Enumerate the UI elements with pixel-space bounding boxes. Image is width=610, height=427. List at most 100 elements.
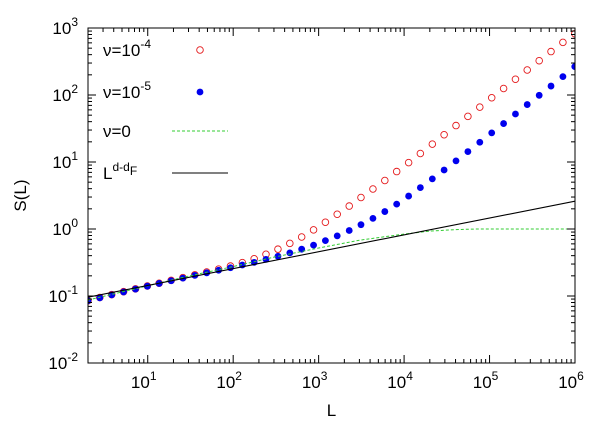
series-1-point [191, 272, 199, 279]
series-1-point [369, 214, 377, 222]
series-1-point [535, 91, 543, 99]
y-tick-label: 102 [52, 82, 78, 105]
y-tick-base: 10 [48, 354, 67, 373]
series-1-point [488, 129, 496, 137]
series-1-point [381, 208, 389, 215]
plot-series-group [88, 30, 575, 305]
series-0-point [499, 84, 508, 93]
x-axis-label: L [327, 401, 336, 420]
legend-label-exponent: -4 [140, 37, 151, 51]
legend-label-exponent: d-d [112, 160, 129, 174]
legend-label-3: Ld-dF [103, 160, 137, 183]
legend-label-exponent: -5 [140, 79, 151, 93]
y-tick-label: 10-1 [48, 283, 78, 306]
x-tick-label: 106 [558, 369, 584, 392]
series-0-point [309, 226, 318, 234]
y-axis-label: S(L) [11, 179, 30, 211]
y-tick-exponent: 0 [71, 216, 78, 230]
y-tick-exponent: -1 [67, 283, 78, 297]
x-tick-base: 10 [558, 373, 577, 392]
series-0-point [440, 131, 448, 139]
series-0-point [511, 75, 520, 83]
x-tick-label: 102 [216, 369, 242, 392]
series-1-point [96, 294, 104, 302]
series-0-point [559, 38, 567, 47]
series-0-point [523, 66, 531, 74]
x-tick-exponent: 2 [235, 369, 242, 383]
series-0-point [321, 218, 330, 227]
y-tick-base: 10 [52, 19, 71, 38]
series-1-point [559, 73, 567, 81]
legend: ν=10-4ν=10-5ν=0Ld-dF [103, 37, 228, 183]
y-tick-exponent: 1 [71, 149, 78, 163]
x-tick-exponent: 6 [577, 369, 584, 383]
series-3-line [88, 200, 575, 298]
series-1-point [500, 120, 507, 127]
series-0-point [452, 121, 460, 130]
x-tick-exponent: 5 [492, 369, 499, 383]
plot-area [88, 30, 575, 305]
series-0-point [404, 158, 413, 167]
x-tick-base: 10 [216, 373, 235, 392]
y-tick-label: 103 [52, 15, 78, 38]
legend-label-0: ν=10-4 [103, 37, 151, 60]
x-tick-exponent: 1 [150, 369, 157, 383]
x-tick-base: 10 [131, 373, 150, 392]
series-1-point [345, 227, 353, 234]
series-0-point [274, 245, 282, 253]
series-1-point [428, 175, 436, 183]
x-tick-exponent: 4 [406, 369, 413, 383]
series-1-point [523, 101, 531, 108]
legend-symbol-filled-circle [196, 88, 204, 96]
x-tick-exponent: 3 [321, 369, 328, 383]
series-1-point [476, 138, 484, 146]
x-tick-base: 10 [302, 373, 321, 392]
x-tick-label: 103 [302, 369, 328, 392]
legend-label-2: ν=0 [103, 122, 131, 141]
legend-symbol-open-circle [196, 46, 204, 54]
series-0-point [369, 185, 377, 193]
series-0-point [476, 103, 484, 111]
series-0-point [487, 93, 496, 102]
series-0-point [297, 233, 306, 241]
series-0-point [357, 193, 365, 202]
series-1-point [405, 192, 413, 200]
series-1-point [452, 157, 460, 165]
y-tick-base: 10 [48, 287, 67, 306]
y-tick-label: 100 [52, 216, 78, 239]
x-tick-label: 104 [387, 369, 413, 392]
series-1-point [512, 110, 519, 118]
series-1-point [571, 63, 575, 71]
series-0-point [286, 239, 294, 248]
series-1-point [322, 237, 329, 245]
x-tick-label: 105 [473, 369, 499, 392]
series-0-point [392, 167, 401, 176]
legend-label-text: ν=0 [103, 122, 131, 141]
y-tick-base: 10 [52, 220, 71, 239]
series-0-point [547, 47, 555, 56]
legend-label-subscript: F [130, 164, 137, 178]
x-tick-base: 10 [473, 373, 492, 392]
series-1-point [464, 148, 472, 155]
series-1-points [88, 63, 575, 305]
series-1-point [440, 166, 448, 174]
legend-label-1: ν=10-5 [103, 79, 151, 102]
y-tick-base: 10 [52, 153, 71, 172]
series-0-point [428, 140, 437, 148]
y-tick-base: 10 [52, 86, 71, 105]
y-tick-label: 101 [52, 149, 78, 172]
plot-frame [87, 27, 576, 364]
legend-label-base: L [103, 164, 112, 183]
legend-label-base: ν=10 [103, 41, 140, 60]
series-1-point [393, 200, 401, 208]
series-0-point [345, 202, 353, 210]
series-0-point [464, 112, 472, 121]
series-1-point [416, 184, 424, 191]
series-1-point [286, 249, 294, 257]
series-1-point [310, 241, 317, 249]
y-tick-exponent: 2 [71, 82, 78, 96]
y-tick-label: 10-2 [48, 350, 78, 373]
